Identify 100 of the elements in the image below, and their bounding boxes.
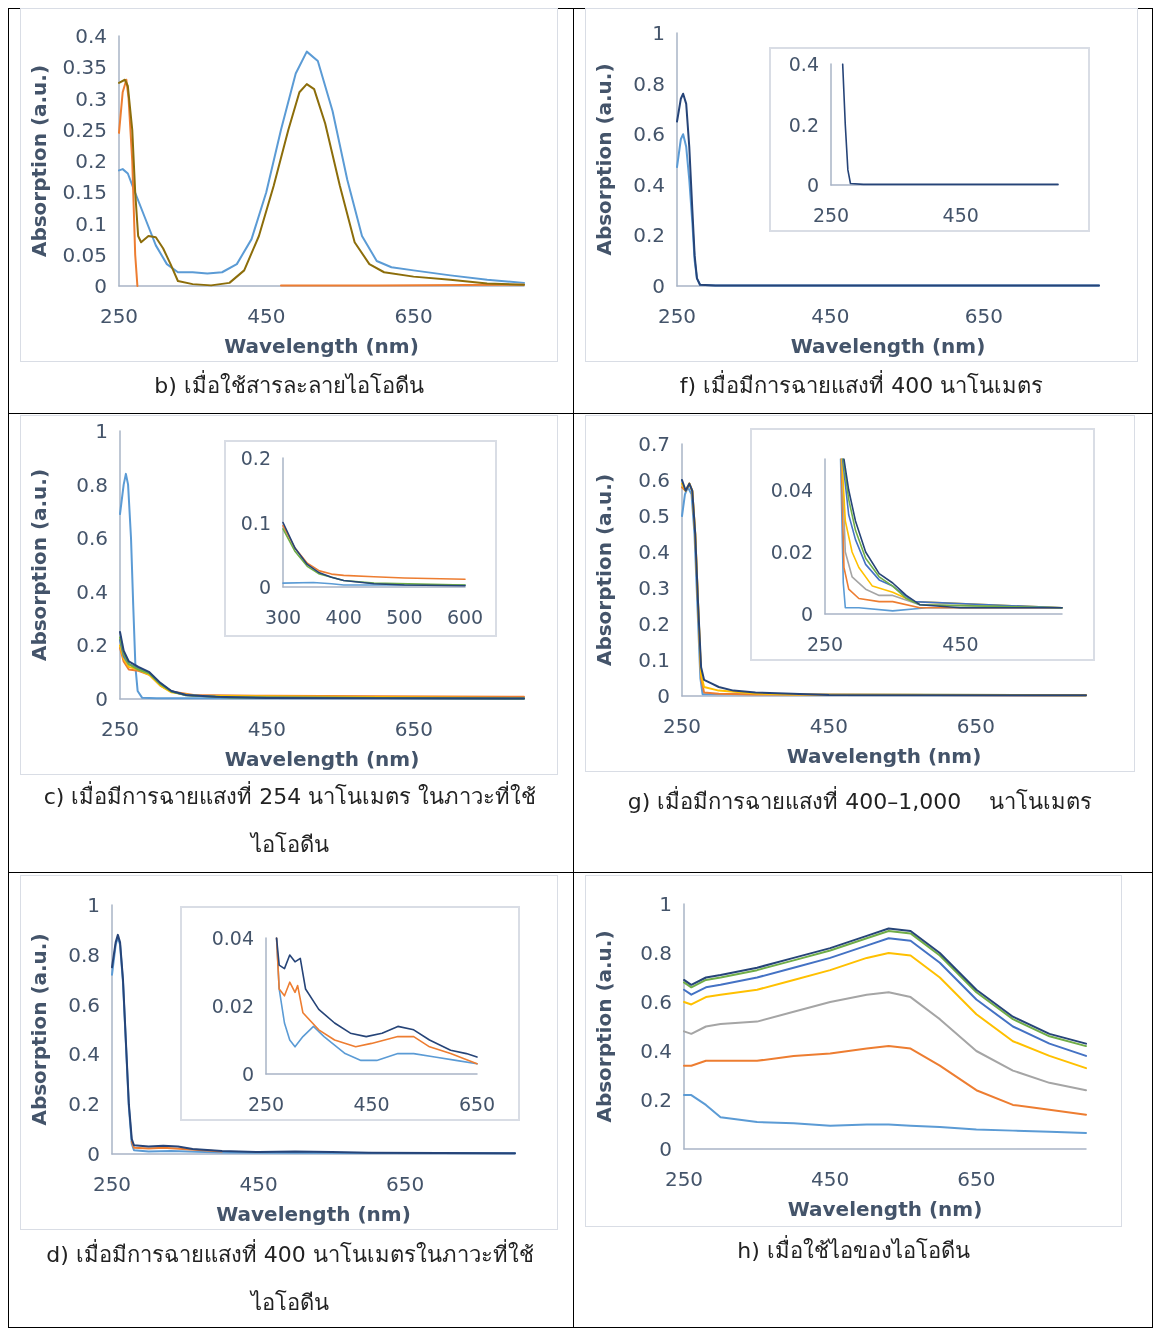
- y-tick-label: 1: [652, 21, 665, 45]
- x-tick-label: 250: [657, 304, 697, 328]
- y-tick-label: 0.6: [633, 122, 665, 147]
- y-tick-label: 0.1: [240, 511, 271, 534]
- y-tick-label: 0.4: [68, 1042, 100, 1067]
- y-tick-label: 0.4: [633, 172, 665, 197]
- y-tick-label: 0.04: [770, 479, 813, 501]
- y-tick-label: 0.7: [638, 432, 670, 456]
- y-tick-label: 0: [657, 684, 670, 708]
- y-tick-label: 0.4: [75, 24, 107, 48]
- y-tick-label: 1: [87, 893, 100, 917]
- x-tick-label: 450: [811, 1167, 850, 1191]
- y-tick-label: 0: [87, 1142, 100, 1166]
- y-tick-label: 0: [659, 1137, 672, 1161]
- y-tick-label: 0.6: [68, 992, 100, 1017]
- x-tick-label: 650: [957, 1167, 996, 1191]
- y-tick-label: 0.35: [62, 55, 107, 80]
- x-tick-label: 250: [812, 203, 850, 226]
- y-tick-label: 0.4: [638, 540, 670, 564]
- x-tick-label: 650: [394, 304, 433, 328]
- y-axis-title: Absorption (a.u.): [592, 473, 616, 667]
- y-tick-label: 0.6: [76, 526, 108, 551]
- x-tick-label: 250: [92, 1172, 132, 1196]
- x-axis-title: Wavelength (nm): [216, 1202, 411, 1226]
- x-axis-title: Wavelength (nm): [790, 334, 986, 358]
- y-tick-label: 0.2: [68, 1092, 100, 1117]
- x-tick-label: 450: [811, 304, 850, 328]
- y-tick-label: 0: [241, 1063, 254, 1085]
- y-tick-label: 0.1: [75, 211, 107, 236]
- x-axis-title: Wavelength (nm): [787, 1197, 983, 1221]
- text: f) เมื่อมีการฉายแสงที่ 400 นาโนเมตร: [678, 369, 1045, 400]
- x-tick-label: 650: [386, 1172, 425, 1196]
- y-tick-label: 0.05: [62, 242, 107, 267]
- x-tick-label: 250: [99, 304, 139, 328]
- y-tick-label: 0: [800, 603, 813, 625]
- x-tick-label: 650: [956, 714, 995, 738]
- x-tick-label: 450: [247, 304, 286, 328]
- y-axis-title: Absorption (a.u.): [27, 64, 51, 258]
- y-tick-label: 0.02: [770, 541, 813, 563]
- x-tick-label: 650: [964, 304, 1003, 328]
- y-axis-title: Absorption (a.u.): [27, 468, 51, 662]
- y-tick-label: 0.6: [638, 468, 670, 492]
- y-tick-label: 0.4: [640, 1039, 672, 1063]
- y-tick-label: 0: [652, 274, 665, 298]
- y-tick-label: 1: [659, 892, 672, 916]
- x-axis-title: Wavelength (nm): [786, 744, 982, 768]
- x-tick-label: 450: [942, 203, 979, 226]
- x-tick-label: 600: [446, 605, 484, 628]
- y-tick-label: 0.4: [788, 53, 819, 75]
- y-tick-label: 0.3: [75, 86, 107, 111]
- x-tick-label: 450: [247, 717, 286, 741]
- y-tick-label: 0.02: [211, 995, 254, 1017]
- y-tick-label: 0.8: [76, 472, 108, 497]
- y-tick-label: 0: [806, 174, 819, 196]
- y-tick-label: 0.5: [638, 504, 670, 528]
- x-tick-label: 450: [809, 714, 848, 738]
- y-tick-label: 0.1: [638, 648, 670, 672]
- x-tick-label: 450: [942, 632, 979, 655]
- y-tick-label: 0: [258, 576, 271, 598]
- y-axis-title: Absorption (a.u.): [592, 930, 616, 1123]
- x-tick-label: 250: [100, 717, 140, 741]
- y-tick-label: 0: [94, 274, 107, 298]
- y-axis-title: Absorption (a.u.): [27, 933, 51, 1126]
- y-tick-label: 0.2: [76, 633, 108, 658]
- y-tick-label: 0.6: [640, 990, 672, 1014]
- y-tick-label: 0: [95, 687, 108, 711]
- text: g) เมื่อมีการฉายแสงที่ 400–1,000 นาโนเมตร: [626, 785, 1094, 816]
- y-tick-label: 0.2: [788, 113, 819, 136]
- y-axis-title: Absorption (a.u.): [592, 63, 616, 256]
- y-tick-label: 0.8: [68, 942, 100, 967]
- y-tick-label: 0.2: [640, 1088, 672, 1112]
- y-tick-label: 0.2: [633, 223, 665, 248]
- y-tick-label: 0.2: [75, 149, 107, 173]
- text: d) เมื่อมีการฉายแสงที่ 400 นาโนเมตรในภาวะที่ใช้ไอโอดีน: [45, 1238, 535, 1317]
- y-tick-label: 0.3: [638, 576, 670, 600]
- y-tick-label: 1: [95, 419, 108, 443]
- x-tick-label: 300: [264, 605, 302, 628]
- x-tick-label: 450: [353, 1092, 390, 1115]
- text: b) เมื่อใช้สารละลายไอโอดีน: [153, 369, 425, 400]
- x-tick-label: 500: [386, 605, 423, 628]
- y-tick-label: 0.2: [240, 447, 271, 469]
- x-axis-title: Wavelength (nm): [224, 334, 419, 358]
- y-tick-label: 0.4: [76, 579, 108, 604]
- y-tick-label: 0.04: [211, 927, 254, 949]
- x-tick-label: 450: [239, 1172, 278, 1196]
- y-tick-label: 0.15: [62, 180, 107, 205]
- y-tick-label: 0.2: [638, 612, 670, 636]
- x-tick-label: 250: [247, 1092, 285, 1115]
- x-tick-label: 400: [325, 605, 362, 628]
- y-tick-label: 0.8: [640, 941, 672, 965]
- text: c) เมื่อมีการฉายแสงที่ 254 นาโนเมตร ในภาวะที่ใช้ไอโอดีน: [42, 780, 538, 859]
- text: h) เมื่อใช้ไอของไอโอดีน: [736, 1234, 971, 1265]
- y-tick-label: 0.25: [62, 117, 107, 142]
- x-tick-label: 650: [458, 1092, 496, 1115]
- x-tick-label: 650: [394, 717, 433, 741]
- x-tick-label: 250: [664, 1167, 704, 1191]
- y-tick-label: 0.8: [633, 71, 665, 96]
- x-tick-label: 250: [662, 714, 702, 738]
- x-axis-title: Wavelength (nm): [224, 747, 420, 771]
- x-tick-label: 250: [806, 632, 844, 655]
